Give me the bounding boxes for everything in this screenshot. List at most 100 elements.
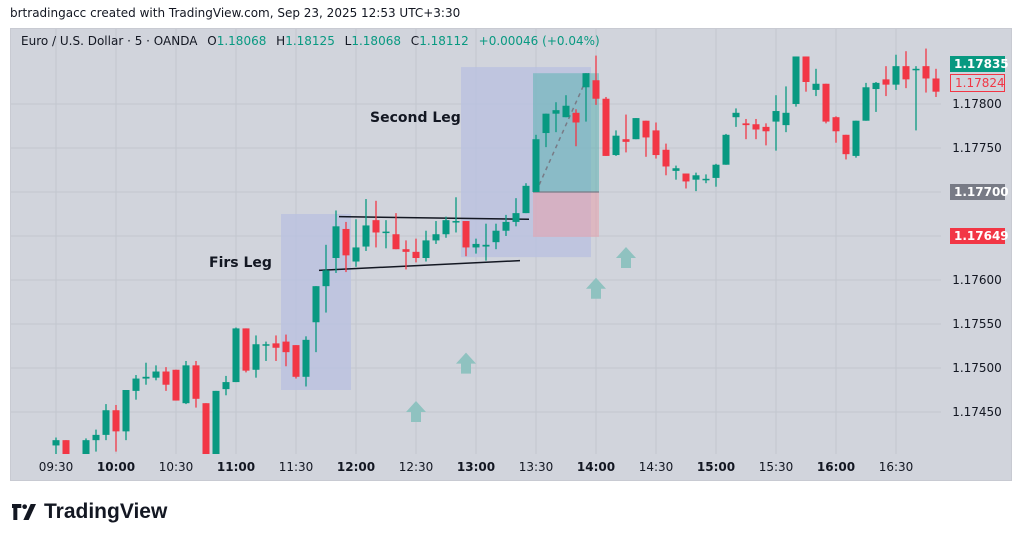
- candle-body: [712, 164, 720, 178]
- candle-body: [352, 247, 360, 262]
- candle-body: [192, 365, 200, 399]
- high-value: 1.18125: [285, 34, 335, 48]
- time-axis-label: 15:30: [759, 460, 794, 474]
- time-axis-label: 16:30: [879, 460, 914, 474]
- candle-body: [222, 382, 230, 390]
- time-axis-label: 14:00: [577, 460, 615, 474]
- candle-body: [742, 123, 750, 126]
- entry-price-tag: 1.17700: [950, 184, 1009, 200]
- candle-body: [862, 87, 870, 121]
- candle-body: [852, 120, 860, 156]
- candlestick-chart[interactable]: 1.178001.177501.177001.176501.176001.175…: [11, 29, 1013, 482]
- candle-body: [532, 139, 540, 192]
- second-leg-label[interactable]: Second Leg: [370, 110, 461, 126]
- candle-body: [62, 440, 70, 454]
- candle-body: [82, 440, 90, 454]
- candle-body: [442, 220, 450, 235]
- first-leg-label[interactable]: Firs Leg: [209, 255, 272, 271]
- candle-body: [512, 213, 520, 222]
- candle-body: [242, 328, 250, 371]
- consolidation-upper-line: [338, 215, 530, 221]
- low-label: L: [344, 34, 352, 48]
- candle-body: [702, 178, 710, 181]
- candle-body: [822, 83, 830, 122]
- candle-body: [762, 126, 770, 132]
- candle-body: [202, 403, 210, 454]
- symbol-legend: Euro / U.S. Dollar · 5 · OANDA O1.18068 …: [21, 34, 600, 48]
- stop-price-tag: 1.17649: [950, 228, 1009, 244]
- candle-body: [522, 185, 530, 214]
- candle-body: [92, 434, 100, 441]
- candle-body: [252, 344, 260, 370]
- candle-body: [892, 66, 900, 85]
- price-axis-label: 1.17450: [952, 405, 1002, 419]
- time-axis-label: 10:00: [97, 460, 135, 474]
- stop-zone: [533, 192, 599, 237]
- up-arrow-icon: [616, 247, 636, 268]
- candle-body: [392, 234, 400, 250]
- candle-body: [572, 112, 580, 123]
- tradingview-logo[interactable]: TradingView: [12, 500, 167, 524]
- candle-body: [162, 371, 170, 385]
- time-axis-label: 15:00: [697, 460, 735, 474]
- candle-body: [382, 231, 390, 234]
- candle-body: [752, 124, 760, 130]
- up-arrow-icon: [586, 277, 606, 299]
- brand-name: TradingView: [44, 500, 168, 523]
- candle-body: [802, 56, 810, 82]
- candle-body: [943, 71, 950, 84]
- candle-body: [402, 249, 410, 252]
- candle-body: [582, 73, 590, 88]
- symbol-name[interactable]: Euro / U.S. Dollar · 5 · OANDA: [21, 34, 198, 48]
- candle-body: [682, 173, 690, 182]
- candle-body: [632, 118, 640, 140]
- candle-body: [322, 270, 330, 287]
- candle-body: [562, 105, 570, 118]
- price-axis-label: 1.17550: [952, 317, 1002, 331]
- candle-body: [182, 365, 190, 404]
- candle-body: [102, 410, 110, 435]
- price-axis-label: 1.17600: [952, 273, 1002, 287]
- time-axis-label: 13:30: [519, 460, 554, 474]
- consolidation-lower-line: [318, 259, 521, 272]
- candle-body: [332, 226, 340, 258]
- candle-body: [542, 113, 550, 134]
- candle-body: [592, 80, 600, 99]
- candle-body: [482, 244, 490, 247]
- candle-body: [732, 112, 740, 118]
- candle-body: [662, 149, 670, 167]
- chart-pane[interactable]: Euro / U.S. Dollar · 5 · OANDA O1.18068 …: [10, 28, 1012, 481]
- candle-body: [612, 135, 620, 156]
- candle-body: [272, 343, 280, 348]
- candle-body: [132, 378, 140, 391]
- candle-body: [832, 117, 840, 132]
- candle-body: [282, 341, 290, 353]
- up-arrow-icon: [406, 401, 426, 422]
- candle-body: [302, 339, 310, 377]
- candle-body: [902, 66, 910, 80]
- time-axis-label: 09:30: [39, 460, 74, 474]
- candle-body: [932, 78, 940, 92]
- time-axis-label: 14:30: [639, 460, 674, 474]
- candle-body: [422, 240, 430, 258]
- chart-caption: brtradingacc created with TradingView.co…: [10, 6, 461, 20]
- candle-body: [872, 82, 880, 90]
- candle-body: [312, 286, 320, 323]
- price-axis-label: 1.17750: [952, 141, 1002, 155]
- candle-body: [212, 390, 220, 454]
- candle-body: [492, 230, 500, 243]
- close-value: 1.18112: [419, 34, 469, 48]
- candle-body: [362, 225, 370, 247]
- price-axis-label: 1.17800: [952, 97, 1002, 111]
- candle-body: [292, 345, 300, 377]
- candle-body: [722, 134, 730, 165]
- candle-body: [882, 79, 890, 85]
- trade-path: [535, 72, 590, 193]
- time-axis-label: 10:30: [159, 460, 194, 474]
- candle-body: [622, 139, 630, 142]
- prev-close-tag: 1.17824: [950, 74, 1005, 92]
- tradingview-logo-icon: [12, 504, 36, 520]
- candle-body: [772, 111, 780, 122]
- time-axis-label: 13:00: [457, 460, 495, 474]
- change-value: +0.00046 (+0.04%): [478, 34, 600, 48]
